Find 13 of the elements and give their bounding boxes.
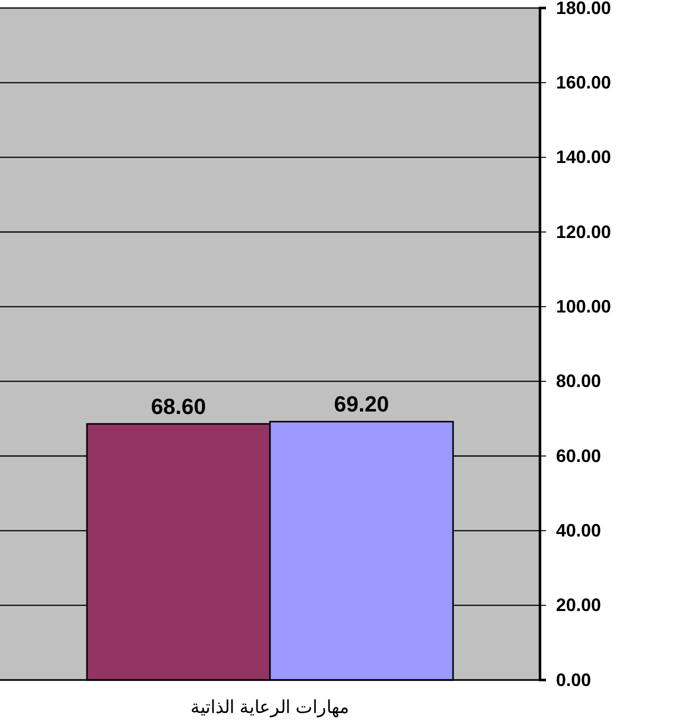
y-tick-label: 120.00: [556, 222, 612, 242]
y-tick-label: 80.00: [556, 371, 602, 392]
y-tick-label: 20.00: [556, 595, 602, 616]
y-tick-label: 180.00: [556, 0, 612, 18]
y-tick-label: 0.00: [556, 670, 592, 690]
y-tick-label: 140.00: [556, 147, 612, 168]
data-label: 69.20: [334, 392, 390, 417]
data-label: 68.60: [150, 394, 206, 419]
y-tick-label: 60.00: [556, 446, 602, 466]
y-tick-label: 100.00: [556, 296, 612, 316]
y-tick-label: 40.00: [556, 520, 602, 540]
y-tick-label: 160.00: [556, 72, 612, 92]
x-tick-label: مهارات الرعاية الذاتية: [190, 696, 350, 718]
